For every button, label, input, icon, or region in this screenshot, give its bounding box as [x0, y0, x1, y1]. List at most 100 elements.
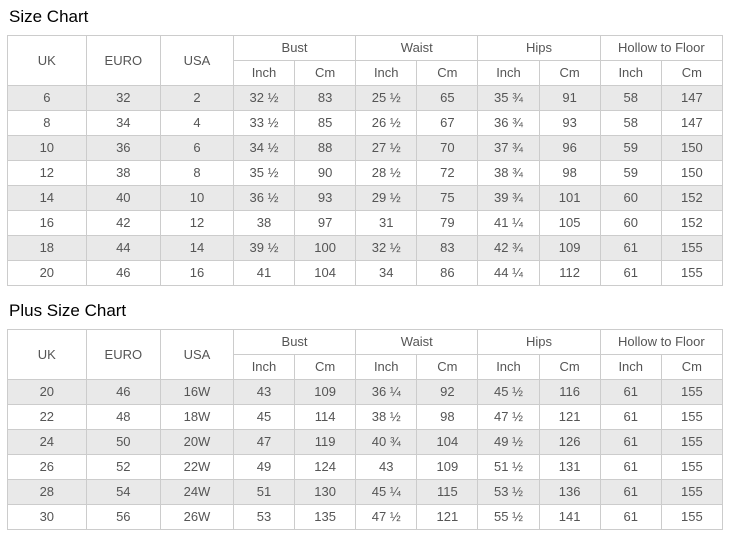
- table-cell: 83: [294, 85, 357, 111]
- table-cell: 20: [7, 260, 87, 286]
- table-cell: 58: [599, 85, 662, 111]
- plus-size-chart-title: Plus Size Chart: [9, 301, 127, 320]
- table-cell: 119: [294, 429, 357, 455]
- table-cell: 155: [660, 429, 724, 455]
- table-cell: 47 ½: [355, 504, 418, 530]
- table-cell: 44 ¼: [477, 260, 540, 286]
- table-cell: 20W: [160, 429, 234, 455]
- table-row: 22 48 18W 45 114 38 ½ 98 47 ½ 121 61 155: [7, 404, 724, 430]
- header-hips: Hips: [477, 329, 601, 355]
- table-cell: 131: [538, 454, 601, 480]
- subheader-bust-cm: Cm: [294, 354, 357, 380]
- table-header: UK EURO USA Bust Waist Hips Hollow to Fl…: [7, 35, 724, 86]
- table-cell: 53: [232, 504, 296, 530]
- table-cell: 14: [160, 235, 234, 261]
- table-cell: 43: [355, 454, 418, 480]
- header-hollow-to-floor: Hollow to Floor: [599, 329, 724, 355]
- table-cell: 136: [538, 479, 601, 505]
- table-cell: 54: [85, 479, 162, 505]
- subheader-hips-cm: Cm: [538, 60, 601, 86]
- table-cell: 67: [416, 110, 479, 136]
- table-cell: 98: [538, 160, 601, 186]
- table-cell: 38 ½: [355, 404, 418, 430]
- subheader-bust-inch: Inch: [232, 60, 296, 86]
- table-cell: 16: [160, 260, 234, 286]
- table-cell: 56: [85, 504, 162, 530]
- subheader-hips-inch: Inch: [477, 60, 540, 86]
- table-cell: 155: [660, 479, 724, 505]
- table-cell: 61: [599, 379, 662, 405]
- table-cell: 16W: [160, 379, 234, 405]
- table-cell: 53 ½: [477, 479, 540, 505]
- table-cell: 155: [660, 504, 724, 530]
- table-row: 20 46 16W 43 109 36 ¼ 92 45 ½ 116 61 155: [7, 379, 724, 405]
- table-cell: 4: [160, 110, 234, 136]
- table-cell: 2: [160, 85, 234, 111]
- table-cell: 36 ¾: [477, 110, 540, 136]
- table-cell: 65: [416, 85, 479, 111]
- table-cell: 60: [599, 210, 662, 236]
- table-cell: 33 ½: [232, 110, 296, 136]
- table-cell: 36: [85, 135, 162, 161]
- table-cell: 124: [294, 454, 357, 480]
- table-cell: 121: [538, 404, 601, 430]
- table-cell: 61: [599, 504, 662, 530]
- table-row: 26 52 22W 49 124 43 109 51 ½ 131 61 155: [7, 454, 724, 480]
- table-cell: 26W: [160, 504, 234, 530]
- table-cell: 36 ¼: [355, 379, 418, 405]
- header-uk: UK: [7, 35, 87, 86]
- table-cell: 141: [538, 504, 601, 530]
- table-cell: 114: [294, 404, 357, 430]
- table-cell: 55 ½: [477, 504, 540, 530]
- table-cell: 18W: [160, 404, 234, 430]
- table-cell: 116: [538, 379, 601, 405]
- table-cell: 45 ½: [477, 379, 540, 405]
- table-cell: 32 ½: [232, 85, 296, 111]
- subheader-hollow-cm: Cm: [660, 354, 724, 380]
- table-cell: 18: [7, 235, 87, 261]
- table-cell: 37 ¾: [477, 135, 540, 161]
- table-cell: 8: [160, 160, 234, 186]
- table-cell: 10: [7, 135, 87, 161]
- table-row: 8 34 4 33 ½ 85 26 ½ 67 36 ¾ 93 58 147: [7, 110, 724, 136]
- table-cell: 101: [538, 185, 601, 211]
- table-row: 12 38 8 35 ½ 90 28 ½ 72 38 ¾ 98 59 150: [7, 160, 724, 186]
- table-cell: 6: [160, 135, 234, 161]
- table-cell: 42 ¾: [477, 235, 540, 261]
- table-cell: 46: [85, 379, 162, 405]
- table-cell: 126: [538, 429, 601, 455]
- table-cell: 20: [7, 379, 87, 405]
- table-cell: 35 ¾: [477, 85, 540, 111]
- table-cell: 41 ¼: [477, 210, 540, 236]
- table-cell: 96: [538, 135, 601, 161]
- table-cell: 86: [416, 260, 479, 286]
- table-cell: 25 ½: [355, 85, 418, 111]
- subheader-bust-cm: Cm: [294, 60, 357, 86]
- subheader-waist-cm: Cm: [416, 60, 479, 86]
- table-cell: 24: [7, 429, 87, 455]
- table-row: 24 50 20W 47 119 40 ¾ 104 49 ½ 126 61 155: [7, 429, 724, 455]
- table-cell: 6: [7, 85, 87, 111]
- table-cell: 61: [599, 404, 662, 430]
- table-cell: 105: [538, 210, 601, 236]
- table-cell: 38 ¾: [477, 160, 540, 186]
- table-cell: 79: [416, 210, 479, 236]
- plus-size-chart-table: UK EURO USA Bust Waist Hips Hollow to Fl…: [7, 329, 724, 530]
- subheader-waist-inch: Inch: [355, 60, 418, 86]
- table-cell: 49 ½: [477, 429, 540, 455]
- plus-size-chart-body: 20 46 16W 43 109 36 ¼ 92 45 ½ 116 61 155 22 48 18W 45 1…: [7, 379, 724, 530]
- table-cell: 39 ½: [232, 235, 296, 261]
- table-cell: 42: [85, 210, 162, 236]
- table-cell: 26: [7, 454, 87, 480]
- table-cell: 75: [416, 185, 479, 211]
- table-cell: 45: [232, 404, 296, 430]
- table-cell: 155: [660, 260, 724, 286]
- table-cell: 32: [85, 85, 162, 111]
- table-cell: 40 ¾: [355, 429, 418, 455]
- table-cell: 30: [7, 504, 87, 530]
- subheader-hollow-cm: Cm: [660, 60, 724, 86]
- table-cell: 59: [599, 160, 662, 186]
- table-cell: 49: [232, 454, 296, 480]
- table-row: 18 44 14 39 ½ 100 32 ½ 83 42 ¾ 109 61 155: [7, 235, 724, 261]
